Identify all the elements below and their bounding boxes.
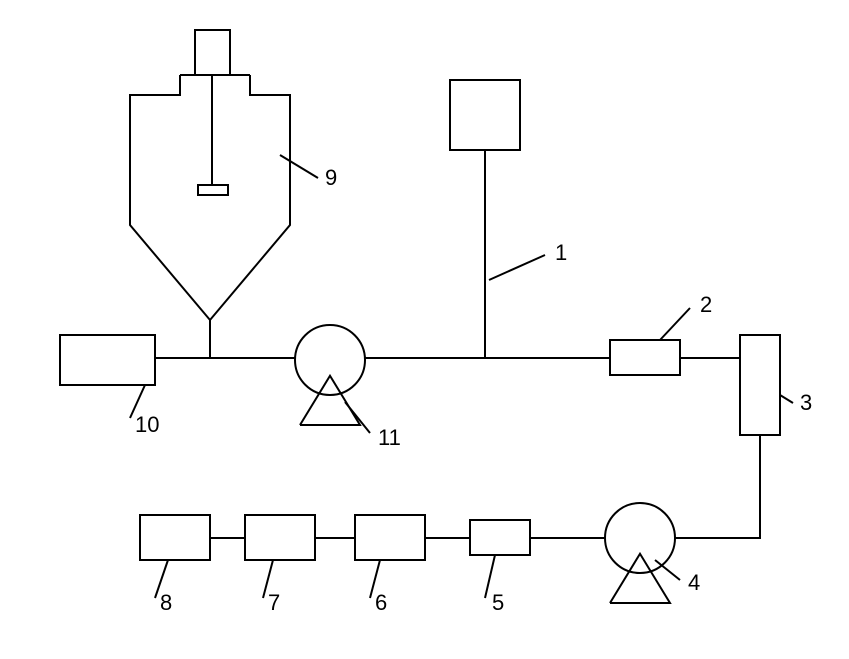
leader-4 xyxy=(655,560,680,580)
label-2: 2 xyxy=(700,292,712,317)
block-topSquare_1 xyxy=(450,80,520,150)
leader-11 xyxy=(345,402,370,433)
label-8: 8 xyxy=(160,590,172,615)
block-blk_2 xyxy=(610,340,680,375)
label-3: 3 xyxy=(800,390,812,415)
block-motorCap_9 xyxy=(195,30,230,75)
block-blk_3 xyxy=(740,335,780,435)
label-6: 6 xyxy=(375,590,387,615)
pump-pump_11 xyxy=(295,325,365,395)
label-9: 9 xyxy=(325,165,337,190)
pump-pump_4 xyxy=(605,503,675,573)
block-blk_8 xyxy=(140,515,210,560)
block-blk_6 xyxy=(355,515,425,560)
label-4: 4 xyxy=(688,570,700,595)
block-blk_5 xyxy=(470,520,530,555)
block-blk_7 xyxy=(245,515,315,560)
label-1: 1 xyxy=(555,240,567,265)
label-7: 7 xyxy=(268,590,280,615)
leader-3 xyxy=(780,395,793,403)
stirrer-paddle xyxy=(198,185,228,195)
label-11: 11 xyxy=(378,425,401,450)
leader-1 xyxy=(489,255,545,280)
schematic-diagram: 1 2 3 4 5 6 7 8 9 10 11 xyxy=(0,0,849,659)
vessel-vessel_9 xyxy=(130,75,290,320)
pipe xyxy=(675,435,760,538)
leader-2 xyxy=(660,308,690,340)
label-10: 10 xyxy=(135,412,159,437)
block-blk_10 xyxy=(60,335,155,385)
label-5: 5 xyxy=(492,590,504,615)
equipment xyxy=(60,30,780,603)
